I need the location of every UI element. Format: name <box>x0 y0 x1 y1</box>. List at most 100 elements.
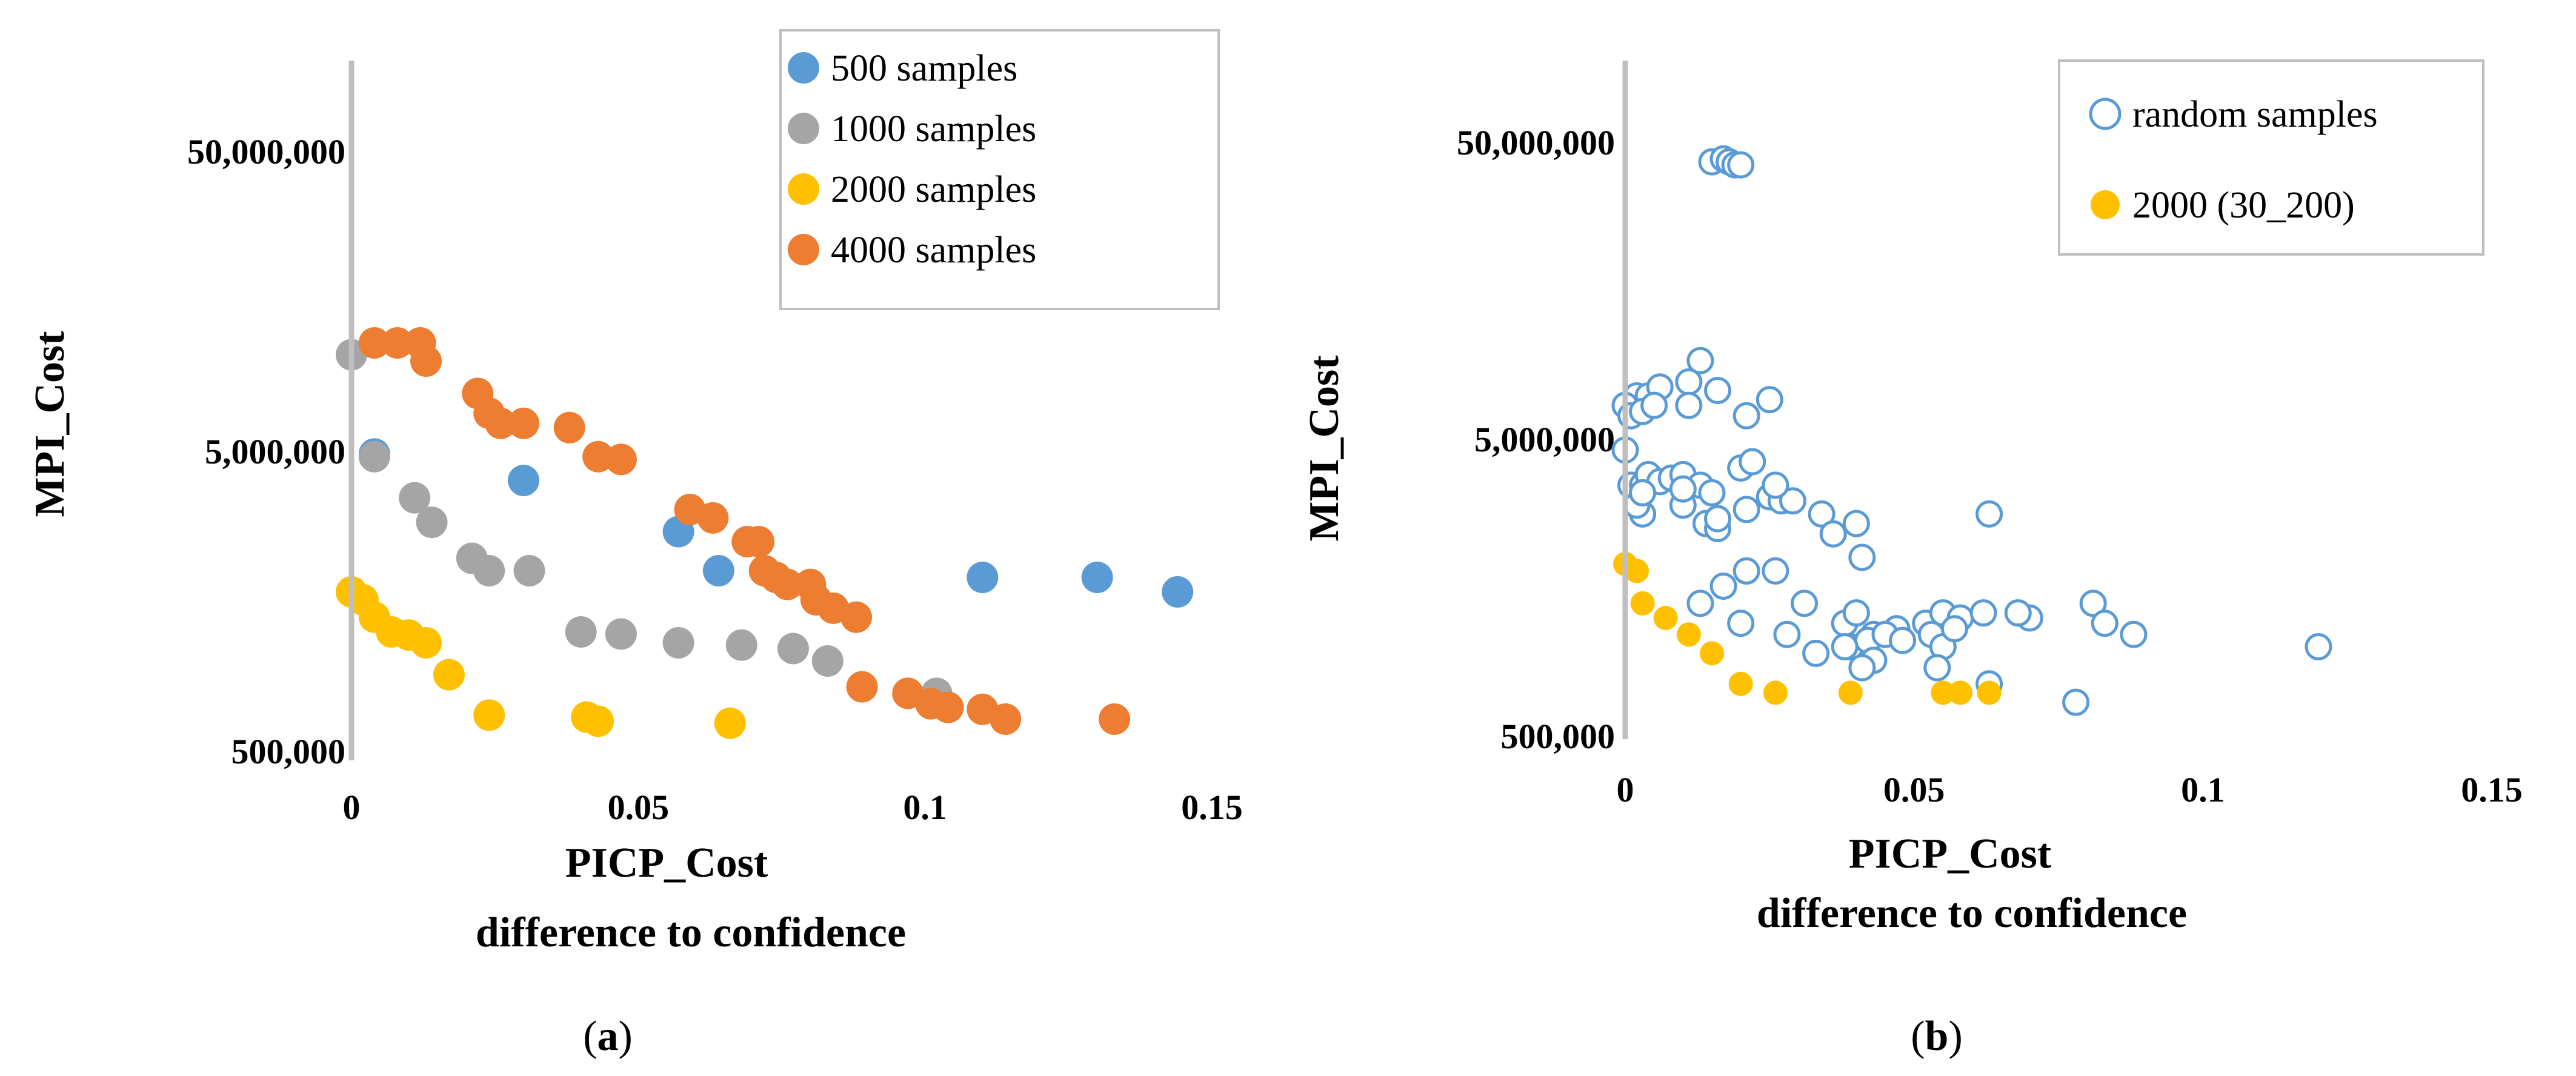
chart-a-point <box>582 705 614 737</box>
chart-a-point <box>702 554 734 586</box>
chart-a-panel-label: (a) <box>583 1013 633 1060</box>
chart-b-y-tick-label: 50,000,000 <box>1457 123 1615 162</box>
chart-b-point <box>1756 386 1783 414</box>
chart-a-legend-label: 500 samples <box>831 48 1017 89</box>
chart-b-point <box>2091 609 2118 637</box>
chart-a-point <box>840 601 873 633</box>
chart-b-legend-label: random samples <box>2132 94 2378 135</box>
chart-b-x-tick-label: 0.1 <box>2181 770 2225 809</box>
chart-b-point <box>1848 654 1876 682</box>
chart-a-point <box>485 407 517 439</box>
chart-a-y-tick-label: 500,000 <box>231 732 346 771</box>
chart-b-point <box>2062 688 2090 716</box>
chart-b-point <box>1842 599 1870 627</box>
chart-a-point <box>725 629 757 661</box>
chart-a-point <box>410 345 442 377</box>
chart-b-point <box>2079 589 2107 617</box>
chart-a-point <box>508 407 539 439</box>
chart-b-point <box>1727 151 1755 179</box>
chart-a-point <box>513 554 545 586</box>
chart-b-point <box>1704 376 1732 404</box>
chart-a-point <box>416 506 448 539</box>
chart-a-legend-marker <box>788 173 819 205</box>
chart-a-point <box>473 699 505 731</box>
chart-b-point <box>1675 368 1703 396</box>
chart-a-point <box>1081 562 1113 594</box>
chart-b-legend: random samples 2000 (30_200) <box>2058 59 2484 256</box>
chart-a-point <box>473 554 505 586</box>
chart-b-point <box>1848 543 1876 571</box>
chart-b-point <box>1653 606 1678 631</box>
chart-b-panel-label: (b) <box>1911 1013 1963 1060</box>
chart-b-point <box>1791 589 1819 617</box>
chart-a-y-tick-label: 5,000,000 <box>205 432 345 471</box>
chart-a-point <box>990 703 1022 735</box>
chart-b-legend-marker <box>2089 98 2122 130</box>
chart-a-x-tick-label: 0 <box>343 788 361 827</box>
chart-b-point <box>1773 620 1801 648</box>
chart-b-point <box>1630 591 1655 616</box>
chart-b-point <box>1676 622 1701 647</box>
chart-a-point <box>967 562 999 594</box>
chart-a-point <box>662 626 694 659</box>
chart-b-xlabel-2: difference to confidence <box>1757 890 2187 937</box>
chart-b-point <box>1732 557 1760 585</box>
chart-a-point <box>771 568 804 600</box>
chart-b-point <box>2120 620 2148 648</box>
chart-a-point <box>358 327 390 359</box>
chart-a-y-tick-label: 50,000,000 <box>187 132 345 171</box>
chart-a-xlabel: PICP_Cost <box>565 840 768 886</box>
chart-b-series-1 <box>1613 551 2002 705</box>
chart-b-point <box>1975 500 2003 528</box>
chart-a-x-tick-label: 0.05 <box>608 788 670 827</box>
chart-b-point <box>1686 347 1714 374</box>
chart-a-point <box>697 502 729 534</box>
chart-b-point <box>1698 479 1726 506</box>
chart-a-point <box>714 707 746 739</box>
chart-b-point <box>1923 654 1951 682</box>
chart-a: MPI_Cost 500,000 5,000,000 50,000,000 0 0.0… <box>27 29 1243 1060</box>
chart-b-y-tick-label: 5,000,000 <box>1474 420 1615 459</box>
chart-b-point <box>1969 599 1997 627</box>
chart-b-point <box>2305 633 2332 660</box>
chart-a-series-3 <box>358 327 1131 735</box>
chart-a-x-tick-label: 0.15 <box>1181 788 1243 827</box>
chart-b-point <box>1808 500 1835 528</box>
chart-b-x-tick-label: 0 <box>1617 770 1634 809</box>
chart-a-point <box>553 411 585 443</box>
chart-b-point <box>1625 559 1649 583</box>
chart-b-ylabel: MPI_Cost <box>1301 355 1348 541</box>
chart-b-point <box>1948 680 1972 705</box>
chart-a-legend-label: 1000 samples <box>831 108 1036 150</box>
chart-b-point <box>1779 487 1806 515</box>
chart-a-point <box>1162 576 1194 608</box>
chart-b-legend-label: 2000 (30_200) <box>2132 185 2355 226</box>
chart-a-legend-marker <box>788 113 819 144</box>
chart-a-series-2 <box>336 576 746 739</box>
chart-b-point <box>1931 680 1955 705</box>
chart-b-point <box>1640 391 1668 419</box>
chart-a-legend-marker <box>788 234 819 265</box>
chart-b-point <box>1675 391 1703 419</box>
chart-b-point <box>1669 475 1697 503</box>
chart-b-point <box>1629 479 1657 506</box>
chart-a-legend: 500 samples 1000 samples 2000 samples 4000 … <box>779 29 1220 310</box>
chart-b: MPI_Cost 500,000 5,000,000 50,000,000 0 0.0… <box>1301 59 2523 1060</box>
chart-a-point <box>777 633 809 665</box>
chart-a-x-tick-label: 0.1 <box>903 788 947 827</box>
chart-b-point <box>1763 680 1788 705</box>
chart-b-point <box>1739 448 1766 476</box>
chart-b-point <box>1802 639 1830 667</box>
chart-b-y-tick-label: 500,000 <box>1501 717 1616 756</box>
chart-b-point <box>1977 680 2002 705</box>
chart-b-point <box>1838 680 1863 705</box>
chart-b-point <box>1727 609 1755 637</box>
chart-b-point <box>1728 671 1753 696</box>
chart-a-point <box>508 464 539 496</box>
chart-a-point <box>932 691 964 723</box>
chart-a-point <box>811 645 844 677</box>
chart-a-legend-box <box>779 29 1220 310</box>
chart-b-point <box>2004 599 2032 627</box>
chart-a-legend-label: 4000 samples <box>831 230 1036 271</box>
